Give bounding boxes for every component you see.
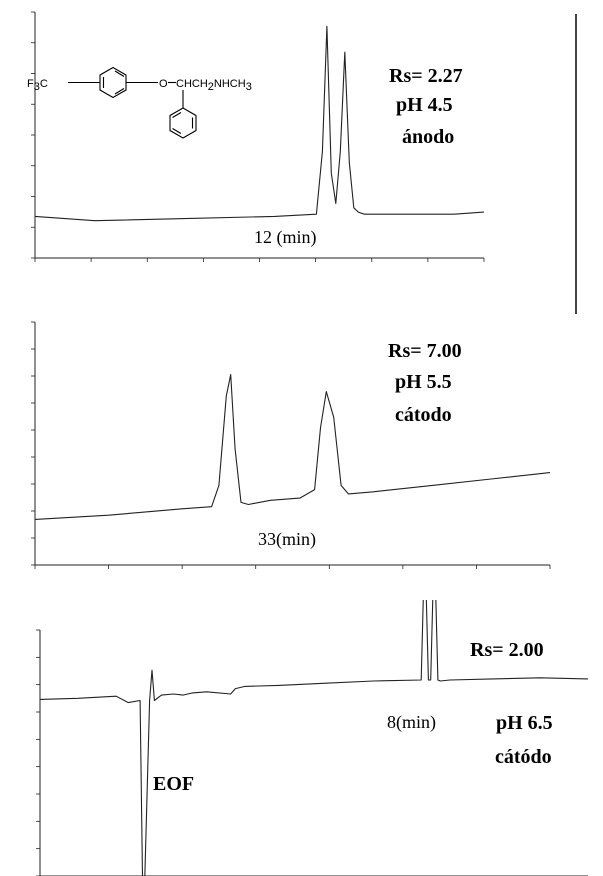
molecule-structure: F3C O CHCH2NHCH3 [27, 66, 252, 139]
chart-1-ph-value: pH 4.5 [396, 94, 453, 116]
chart-1-electrode: ánodo [402, 126, 455, 148]
chart-2-electrode: cátodo [395, 404, 452, 426]
chart-3-rs-value: Rs= 2.00 [470, 639, 544, 661]
molecule-ring-left [99, 66, 127, 99]
molecule-chain-label: CHCH2NHCH3 [176, 78, 252, 93]
chart-3-electrode: cátódo [495, 746, 552, 768]
chart-1-right-border [575, 14, 577, 314]
chart-2-time-label: 33(min) [258, 529, 316, 549]
chart-panel-1 [31, 11, 485, 262]
chart-1-time-label: 12 (min) [254, 227, 317, 247]
chart-3-ph-value: pH 6.5 [496, 712, 553, 734]
molecule-cf3-label: F3C [27, 78, 48, 93]
chart-1-rs-value: Rs= 2.27 [389, 65, 463, 87]
chart-2-ph-value: pH 5.5 [395, 371, 452, 393]
chart-3-eof-label: EOF [153, 773, 195, 795]
chart-1-series-line [34, 25, 485, 222]
chart-panel-3 [36, 600, 589, 876]
chart-2-series-line [34, 374, 551, 520]
chart-3-time-label: 8(min) [387, 712, 436, 732]
chart-panel-2 [31, 321, 551, 569]
chart-2-rs-value: Rs= 7.00 [388, 340, 462, 362]
chart-2-axes [31, 321, 551, 569]
chart-3-series-line [39, 600, 589, 876]
molecule-ether-label: O [159, 78, 168, 90]
chart-1-axes [31, 11, 485, 262]
chart-3-axes [36, 629, 588, 876]
molecule-ring-bottom [169, 107, 197, 139]
